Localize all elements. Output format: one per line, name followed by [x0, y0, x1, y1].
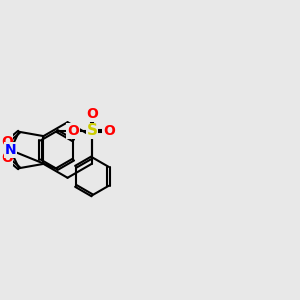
Text: O: O	[1, 151, 13, 165]
Text: O: O	[86, 107, 98, 121]
Text: O: O	[1, 135, 13, 149]
Text: O: O	[103, 124, 115, 138]
Text: N: N	[4, 143, 16, 157]
Text: O: O	[67, 124, 79, 138]
Text: S: S	[87, 124, 98, 139]
